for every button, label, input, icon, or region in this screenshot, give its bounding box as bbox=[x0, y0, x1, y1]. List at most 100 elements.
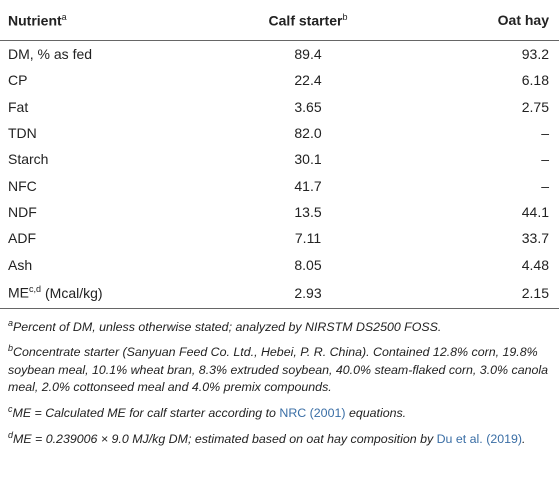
table-row: ADF 7.11 33.7 bbox=[0, 225, 559, 251]
table-cell: Starch bbox=[0, 146, 238, 172]
table-row: DM, % as fed 89.4 93.2 bbox=[0, 41, 559, 68]
table-cell: Ash bbox=[0, 251, 238, 277]
cell-text: Ash bbox=[8, 256, 33, 273]
table-cell: 8.05 bbox=[238, 251, 378, 277]
nutrient-table: Nutrienta Calf starterb Oat hay DM, % as f… bbox=[0, 0, 559, 309]
footnote-mark: b bbox=[8, 343, 14, 354]
footnote: dME = 0.239006 × 9.0 MJ/kg DM; estimated… bbox=[8, 427, 551, 449]
table-cell: 93.2 bbox=[378, 41, 559, 68]
table-cell: 2.93 bbox=[238, 277, 378, 309]
cell-text: Starch bbox=[8, 151, 49, 168]
cell-text: 44.1 bbox=[521, 203, 549, 220]
cell-text: NDF bbox=[8, 203, 37, 220]
header-text: Calf starter bbox=[268, 12, 343, 29]
cell-text: 8.05 bbox=[294, 256, 322, 273]
cell-text: NFC bbox=[8, 177, 37, 194]
cell-text: 2.93 bbox=[294, 284, 322, 301]
table-cell: 4.48 bbox=[378, 251, 559, 277]
cell-text: ADF bbox=[8, 230, 36, 247]
table-cell: 2.15 bbox=[378, 277, 559, 309]
cell-text: 22.4 bbox=[294, 72, 322, 89]
footnote-text: ME = Calculated ME for calf starter acco… bbox=[12, 406, 276, 421]
footnote-text: Concentrate starter (Sanyuan Feed Co. Lt… bbox=[8, 345, 549, 395]
table-body: DM, % as fed 89.4 93.2 CP 22.4 6.18 Fat 3.65 2.7… bbox=[0, 41, 559, 309]
table-row: MEc,d (Mcal/kg) 2.93 2.15 bbox=[0, 277, 559, 309]
table-cell: 30.1 bbox=[238, 146, 378, 172]
footnote-text: . bbox=[522, 431, 526, 446]
footnote-text: equations. bbox=[348, 406, 407, 421]
table-cell: NFC bbox=[0, 172, 238, 198]
footnote-text: Percent of DM, unless otherwise stated; … bbox=[13, 319, 442, 334]
header-superscript: a bbox=[61, 11, 67, 22]
cell-text: – bbox=[541, 151, 549, 168]
header-cell: Oat hay bbox=[378, 0, 559, 41]
footnote-link[interactable]: Du et al. (2019) bbox=[436, 431, 523, 446]
footnotes: aPercent of DM, unless otherwise stated;… bbox=[0, 309, 559, 449]
table-row: NFC 41.7 – bbox=[0, 172, 559, 198]
cell-text: 7.11 bbox=[294, 230, 322, 247]
footnote-mark: a bbox=[8, 317, 14, 328]
table-cell: 7.11 bbox=[238, 225, 378, 251]
footnote: cME = Calculated ME for calf starter acc… bbox=[8, 401, 551, 423]
cell-text: TDN bbox=[8, 125, 37, 142]
cell-text: 93.2 bbox=[521, 46, 549, 63]
table-cell: MEc,d (Mcal/kg) bbox=[0, 277, 238, 309]
cell-text: – bbox=[541, 125, 549, 142]
cell-unit: (Mcal/kg) bbox=[45, 285, 103, 301]
table-row: NDF 13.5 44.1 bbox=[0, 199, 559, 225]
table-cell: 33.7 bbox=[378, 225, 559, 251]
header-text: Oat hay bbox=[497, 12, 549, 28]
table-cell: ADF bbox=[0, 225, 238, 251]
header-cell: Nutrienta bbox=[0, 0, 238, 41]
table-cell: Fat bbox=[0, 94, 238, 120]
table-row: Fat 3.65 2.75 bbox=[0, 94, 559, 120]
header-superscript: b bbox=[342, 11, 348, 22]
table-cell: 3.65 bbox=[238, 94, 378, 120]
cell-text: 33.7 bbox=[521, 230, 549, 247]
table-cell: 22.4 bbox=[238, 67, 378, 93]
table-cell: 2.75 bbox=[378, 94, 559, 120]
table-cell: 6.18 bbox=[378, 67, 559, 93]
page: Nutrienta Calf starterb Oat hay DM, % as f… bbox=[0, 0, 559, 449]
cell-text: 89.4 bbox=[294, 46, 322, 63]
table-cell: TDN bbox=[0, 120, 238, 146]
header-cell: Calf starterb bbox=[238, 0, 378, 41]
table-cell: NDF bbox=[0, 199, 238, 225]
cell-text: 2.15 bbox=[521, 284, 549, 301]
table-row: CP 22.4 6.18 bbox=[0, 67, 559, 93]
table-cell: – bbox=[378, 120, 559, 146]
table-cell: – bbox=[378, 146, 559, 172]
footnote-text: ME = 0.239006 × 9.0 MJ/kg DM; estimated … bbox=[13, 431, 434, 446]
cell-text: 6.18 bbox=[521, 72, 549, 89]
cell-text: 41.7 bbox=[294, 177, 322, 194]
cell-superscript: c,d bbox=[29, 284, 42, 295]
table-cell: DM, % as fed bbox=[0, 41, 238, 68]
table-cell: 41.7 bbox=[238, 172, 378, 198]
table-row: Ash 8.05 4.48 bbox=[0, 251, 559, 277]
table-row: Starch 30.1 – bbox=[0, 146, 559, 172]
cell-text: – bbox=[541, 177, 549, 194]
table-cell: – bbox=[378, 172, 559, 198]
cell-text: Fat bbox=[8, 98, 29, 115]
cell-text: ME bbox=[8, 285, 29, 301]
table-cell: 82.0 bbox=[238, 120, 378, 146]
header-text: Nutrient bbox=[8, 12, 62, 29]
footnote: bConcentrate starter (Sanyuan Feed Co. L… bbox=[8, 340, 551, 397]
table-cell: 44.1 bbox=[378, 199, 559, 225]
cell-text: 30.1 bbox=[294, 151, 322, 168]
footnote-mark: d bbox=[8, 429, 14, 440]
table-row: TDN 82.0 – bbox=[0, 120, 559, 146]
table-cell: CP bbox=[0, 67, 238, 93]
footnote: aPercent of DM, unless otherwise stated;… bbox=[8, 315, 551, 337]
cell-text: 13.5 bbox=[294, 203, 322, 220]
cell-text: CP bbox=[8, 72, 28, 89]
cell-text: 3.65 bbox=[294, 98, 322, 115]
footnote-mark: c bbox=[8, 403, 13, 414]
cell-text: DM, % as fed bbox=[8, 46, 93, 63]
header-row: Nutrienta Calf starterb Oat hay bbox=[0, 0, 559, 41]
footnote-link[interactable]: NRC (2001) bbox=[279, 406, 346, 421]
cell-text: 2.75 bbox=[521, 98, 549, 115]
cell-text: 4.48 bbox=[521, 256, 549, 273]
cell-text: 82.0 bbox=[294, 125, 322, 142]
table-cell: 89.4 bbox=[238, 41, 378, 68]
